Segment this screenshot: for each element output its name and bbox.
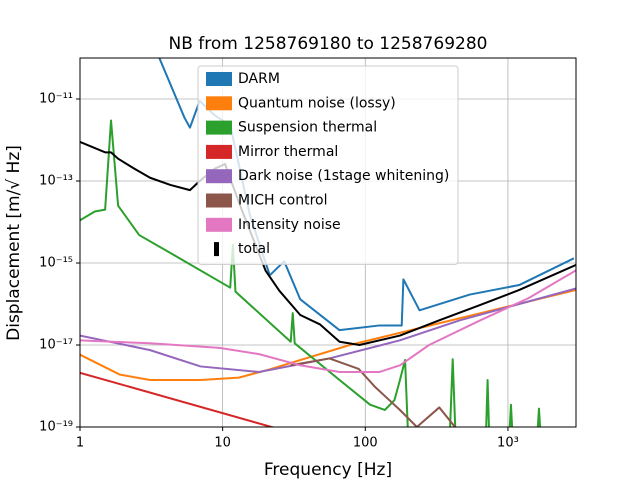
chart-title: NB from 1258769180 to 1258769280 xyxy=(169,34,488,54)
legend-swatch xyxy=(206,72,232,86)
axes-frame xyxy=(79,57,577,428)
legend-swatch xyxy=(206,169,232,184)
grid: 1 10 100 10³ 10⁻¹⁹ 10⁻¹⁷ 10⁻¹⁵ 10⁻¹³ 10⁻¹¹ xyxy=(39,58,576,451)
series-line xyxy=(80,269,576,373)
x-tick-label: 10³ xyxy=(497,436,519,451)
legend-label: Suspension thermal xyxy=(238,120,377,136)
x-tick-label: 10 xyxy=(214,436,231,451)
legend-swatch xyxy=(206,96,232,111)
legend-label: Quantum noise (lossy) xyxy=(238,95,396,111)
legend-label: Dark noise (1stage whitening) xyxy=(238,168,449,184)
legend-label: Mirror thermal xyxy=(238,144,338,160)
y-tick-label: 10⁻¹⁷ xyxy=(39,338,73,353)
legend-swatch xyxy=(214,242,219,257)
legend-swatch xyxy=(206,144,232,159)
y-tick-label: 10⁻¹⁵ xyxy=(39,256,73,271)
legend-label: MICH control xyxy=(238,193,328,209)
series-line xyxy=(290,357,457,427)
x-tick-label: 100 xyxy=(353,436,378,451)
legend: DARM Quantum noise (lossy) Suspension ther… xyxy=(197,65,459,265)
legend-label: DARM xyxy=(238,71,280,87)
legend-swatch xyxy=(206,120,232,135)
legend-swatch xyxy=(206,193,232,208)
series-line xyxy=(80,288,576,382)
series-line xyxy=(80,119,542,427)
legend-label: total xyxy=(238,241,270,257)
y-tick-label: 10⁻¹⁹ xyxy=(39,420,73,435)
legend-label: Intensity noise xyxy=(238,217,341,233)
x-tick-label: 1 xyxy=(76,436,84,451)
y-tick-label: 10⁻¹¹ xyxy=(39,92,73,107)
y-tick-label: 10⁻¹³ xyxy=(39,174,73,189)
y-axis-label: Displacement [m/√ Hz] xyxy=(4,145,24,341)
x-axis-label: Frequency [Hz] xyxy=(264,460,392,480)
series-line xyxy=(80,371,277,427)
legend-box xyxy=(197,65,459,265)
legend-swatch xyxy=(206,217,232,232)
